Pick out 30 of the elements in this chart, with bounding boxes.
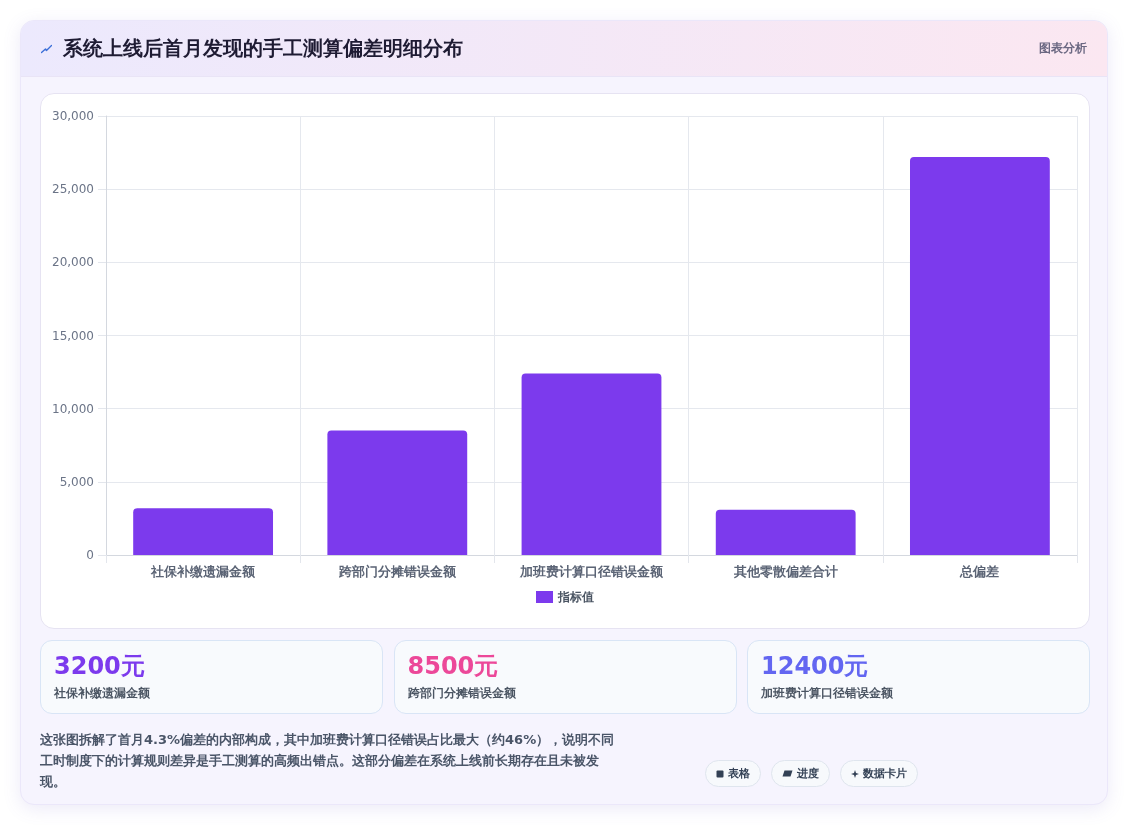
- chart-title: 系统上线后首月发现的手工测算偏差明细分布: [63, 35, 463, 62]
- text: 这张图拆解了首月4.3%偏差的内部构成，其中加班费计算口径错误占比最大（约46%），说明不同工时制度下的计算规则差异是手工测算的高频出错点。这部分偏差在系统上线前长期存在且未被发现。: [40, 731, 616, 791]
- y-tick-label: 10,000: [52, 401, 94, 416]
- category-label: 社保补缴遗漏金额: [54, 685, 150, 701]
- x-tick-label: 总偏差: [959, 564, 1000, 579]
- y-tick-label: 0: [86, 548, 94, 562]
- y-tick-label: 25,000: [52, 182, 94, 197]
- bar: [521, 373, 662, 555]
- text: 数据卡片: [863, 766, 907, 781]
- text: 12400元: [761, 652, 869, 680]
- bar: [715, 509, 856, 555]
- bar: [133, 508, 274, 555]
- y-tick-label: 15,000: [52, 328, 94, 343]
- x-tick-label: 跨部门分摊错误金额: [337, 564, 457, 579]
- x-tick-label: 社保补缴遗漏金额: [150, 564, 257, 579]
- text: 进度: [797, 766, 819, 781]
- y-tick-label: 20,000: [52, 255, 94, 270]
- y-tick-label: 30,000: [52, 109, 94, 123]
- bar: [909, 156, 1050, 555]
- text: 8500元: [407, 652, 499, 680]
- category-label: 加班费计算口径错误金额: [761, 685, 893, 701]
- x-tick-label: 加班费计算口径错误金额: [519, 564, 664, 579]
- text: 表格: [728, 766, 750, 781]
- text: 图表分析: [1039, 40, 1087, 57]
- text: 3200元: [54, 652, 145, 680]
- legend-label: 指标值: [557, 590, 594, 604]
- y-tick-label: 5,000: [59, 474, 94, 489]
- bar: [327, 430, 468, 555]
- category-label: 跨部门分摊错误金额: [407, 685, 516, 701]
- x-tick-label: 其他零散偏差合计: [732, 564, 838, 579]
